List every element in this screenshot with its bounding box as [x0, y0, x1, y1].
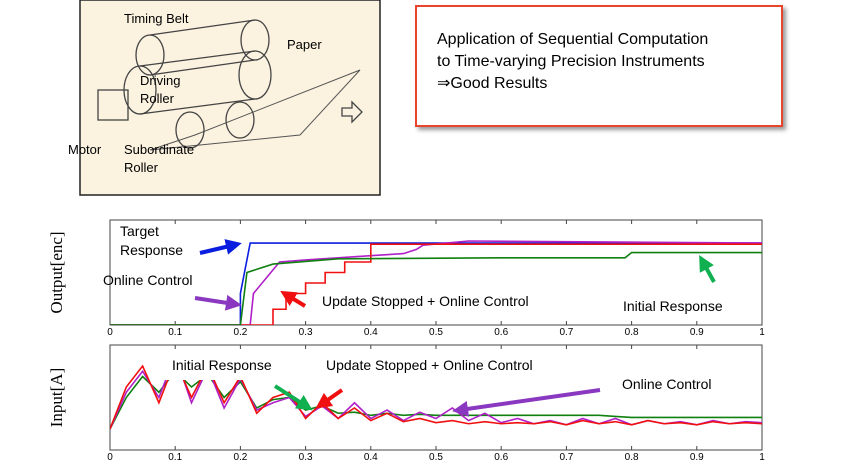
- x-tick-label: 0.6: [494, 452, 508, 463]
- x-tick-label: 0: [107, 452, 113, 463]
- x-tick-label: 1: [759, 452, 765, 463]
- x-tick-label: 0.1: [168, 452, 182, 463]
- y-axis-label: Output[enc]: [47, 231, 66, 313]
- callout-line: Application of Sequential Computation: [437, 31, 709, 48]
- x-tick-label: 0.8: [625, 452, 639, 463]
- series-line: [110, 242, 762, 325]
- series-group: [110, 353, 762, 430]
- x-tick-label: 0.3: [299, 452, 313, 463]
- x-tick-label: 0.2: [233, 327, 247, 338]
- arrow: [273, 384, 313, 411]
- label-box: [608, 290, 760, 320]
- x-tick-label: 0.3: [299, 327, 313, 338]
- x-tick-label: 0.1: [168, 327, 182, 338]
- x-tick-label: 0.5: [429, 327, 443, 338]
- arrow: [452, 388, 601, 417]
- arrow: [315, 388, 344, 409]
- diagram-label: Subordinate Roller: [124, 142, 195, 175]
- x-tick-label: 0.4: [364, 452, 378, 463]
- x-tick-label: 0.7: [559, 327, 573, 338]
- callout-line: to Time-varying Precision Instruments: [437, 53, 705, 70]
- series-group: [110, 240, 762, 325]
- plot-frame: [109, 219, 763, 326]
- annotation: Online Control: [622, 376, 712, 392]
- label-box: [605, 368, 755, 398]
- diagram-label: Driving Roller: [140, 73, 181, 106]
- callout: Application of Sequential Computation to…: [415, 5, 783, 127]
- y-axis-label: Input[A]: [47, 368, 66, 427]
- arrow: [699, 254, 716, 283]
- x-tick-label: 0.2: [233, 452, 247, 463]
- diagram-label: Timing Belt: [124, 11, 189, 26]
- series-line: [110, 251, 762, 325]
- series-line: [110, 358, 762, 430]
- x-tick-label: 1: [759, 327, 765, 338]
- x-tick-label: 0: [107, 327, 113, 338]
- arrow: [280, 290, 307, 308]
- annotation: Update Stopped + Online Control: [326, 357, 533, 373]
- annotation: Initial Response: [172, 357, 272, 373]
- series-line: [110, 243, 762, 325]
- annotation: Online Control: [103, 272, 193, 288]
- x-tick-label: 0.7: [559, 452, 573, 463]
- label-box: [160, 350, 300, 380]
- diagram-label: Paper: [287, 37, 322, 52]
- x-tick-label: 0.9: [690, 327, 704, 338]
- annotation: Update Stopped + Online Control: [322, 293, 529, 309]
- x-tick-label: 0.4: [364, 327, 378, 338]
- arrow: [199, 239, 242, 255]
- x-tick-label: 0.9: [690, 452, 704, 463]
- diagram: [79, 0, 381, 196]
- x-tick-label: 0.8: [625, 327, 639, 338]
- x-tick-label: 0.5: [429, 452, 443, 463]
- diagram-label: Motor: [68, 142, 102, 157]
- callout-line: ⇒Good Results: [437, 75, 548, 92]
- annotation: Initial Response: [623, 298, 723, 314]
- arrow: [194, 294, 242, 311]
- x-tick-label: 0.6: [494, 327, 508, 338]
- annotation: Target Response: [120, 223, 184, 258]
